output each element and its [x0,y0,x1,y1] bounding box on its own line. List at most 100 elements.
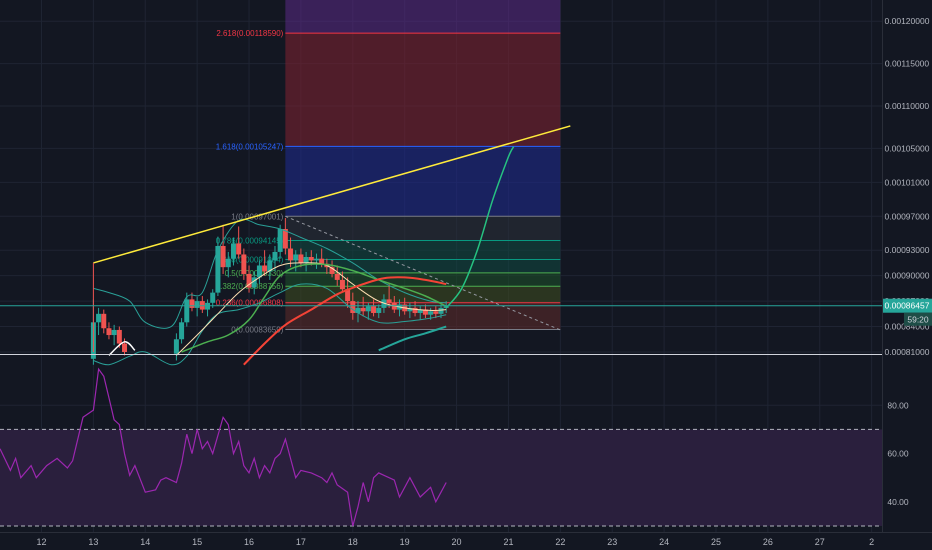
fibonacci-retracement[interactable]: 2.618(0.00118590) 1.618(0.00105247) 1(0.00… [216,0,561,334]
time-tick-label: 22 [555,537,565,547]
price-tick-label: 0.00110000 [885,101,930,111]
candle-body [122,343,128,352]
candle-body [288,248,294,261]
price-badge [883,298,932,313]
candle-body [194,301,200,308]
candle-body [313,258,319,261]
candle-body [210,292,216,303]
candle-body [345,289,351,302]
bollinger-lower-line [93,283,447,366]
price-tick-label: 0.00093000 [885,245,930,255]
fib-level-label: 0.618(0.00091904) [216,256,284,265]
rsi-line [0,367,447,527]
candle-body [355,307,361,313]
time-tick-label: 26 [763,537,773,547]
rsi-band [0,429,882,526]
candle-body [220,245,226,268]
ma-short-line [108,341,136,356]
ma-teal-line [378,325,447,352]
time-tick-label: 2 [869,537,874,547]
price-tick-label: 0.00101000 [885,177,930,187]
time-tick-label: 21 [503,537,513,547]
candle-body [376,307,382,313]
ma-red-line [243,276,447,366]
candle-body [339,279,345,290]
candle-body [407,307,413,312]
price-axis-bg [882,0,932,550]
price-tick-label: 0.00090000 [885,271,930,281]
candle-body [308,257,314,261]
ma-green-line [181,263,447,353]
candle-body [360,307,366,312]
fib-level-label: 0.786(0.00094145) [216,237,284,246]
candle-body [438,307,444,314]
candle-body [272,251,278,261]
candle-body [371,306,377,313]
indicator-lines [93,218,447,366]
candle-body [293,254,299,261]
candle-body [365,306,371,312]
price-tick-label: 0.00084000 [885,322,930,332]
fib-zone [285,302,561,330]
rsi-tick-label: 40.00 [887,497,909,507]
candle-body [381,299,387,308]
fib-trend-line [285,215,561,331]
candle-body [433,311,439,314]
fib-level-label: 1(0.00097001) [231,212,283,221]
time-axis-bg [0,532,932,550]
candle-body [230,243,236,259]
candle-body [241,254,247,274]
candle-body [101,313,107,329]
time-tick-label: 25 [711,537,721,547]
candle-body [246,273,252,288]
rsi-tick-label: 60.00 [887,449,909,459]
candle-body [298,254,304,263]
candle-body [236,243,242,255]
candle-body [303,257,309,263]
price-tick-label: 0.00097000 [885,211,930,221]
candle-body [116,329,122,344]
candle-body [251,277,257,288]
candle-body [173,339,179,354]
price-badge-label: 0.00086457 [885,301,930,311]
candlesticks [90,217,449,365]
candle-body [386,299,392,303]
yellow-trendline [93,125,571,264]
candle-body [215,245,221,293]
rsi-pane[interactable] [0,367,882,527]
price-tick-label: 0.00120000 [885,16,930,26]
time-tick-label: 23 [607,537,617,547]
fib-level-label: 2.618(0.00118590) [216,29,283,38]
candle-body [179,322,185,340]
time-tick-label: 27 [815,537,825,547]
time-tick-label: 17 [296,537,306,547]
fib-zone [285,216,561,241]
countdown-badge [904,312,932,326]
candle-body [184,299,190,323]
price-tick-label: 0.00081000 [885,347,930,357]
time-tick-label: 12 [36,537,46,547]
fib-zone [285,146,561,217]
drawing-lines[interactable] [0,125,882,352]
countdown-label: 59:20 [907,315,929,325]
time-tick-label: 20 [452,537,462,547]
candle-body [428,311,434,315]
fib-level-label: 1.618(0.00105247) [216,142,284,151]
fib-level-label: 0.236(0.00086808) [216,299,284,308]
projection-curve [445,146,515,309]
candle-body [282,229,288,249]
time-tick-label: 16 [244,537,254,547]
candle-body [412,307,418,313]
bollinger-basis-line [176,262,447,356]
candle-body [262,265,268,272]
candle-body [329,267,335,274]
candle-body [350,301,356,313]
time-tick-label: 19 [400,537,410,547]
candle-body [422,309,428,315]
fib-zone [285,0,561,34]
time-tick-label: 14 [140,537,150,547]
fib-zone [285,33,561,147]
candle-body [277,229,283,252]
